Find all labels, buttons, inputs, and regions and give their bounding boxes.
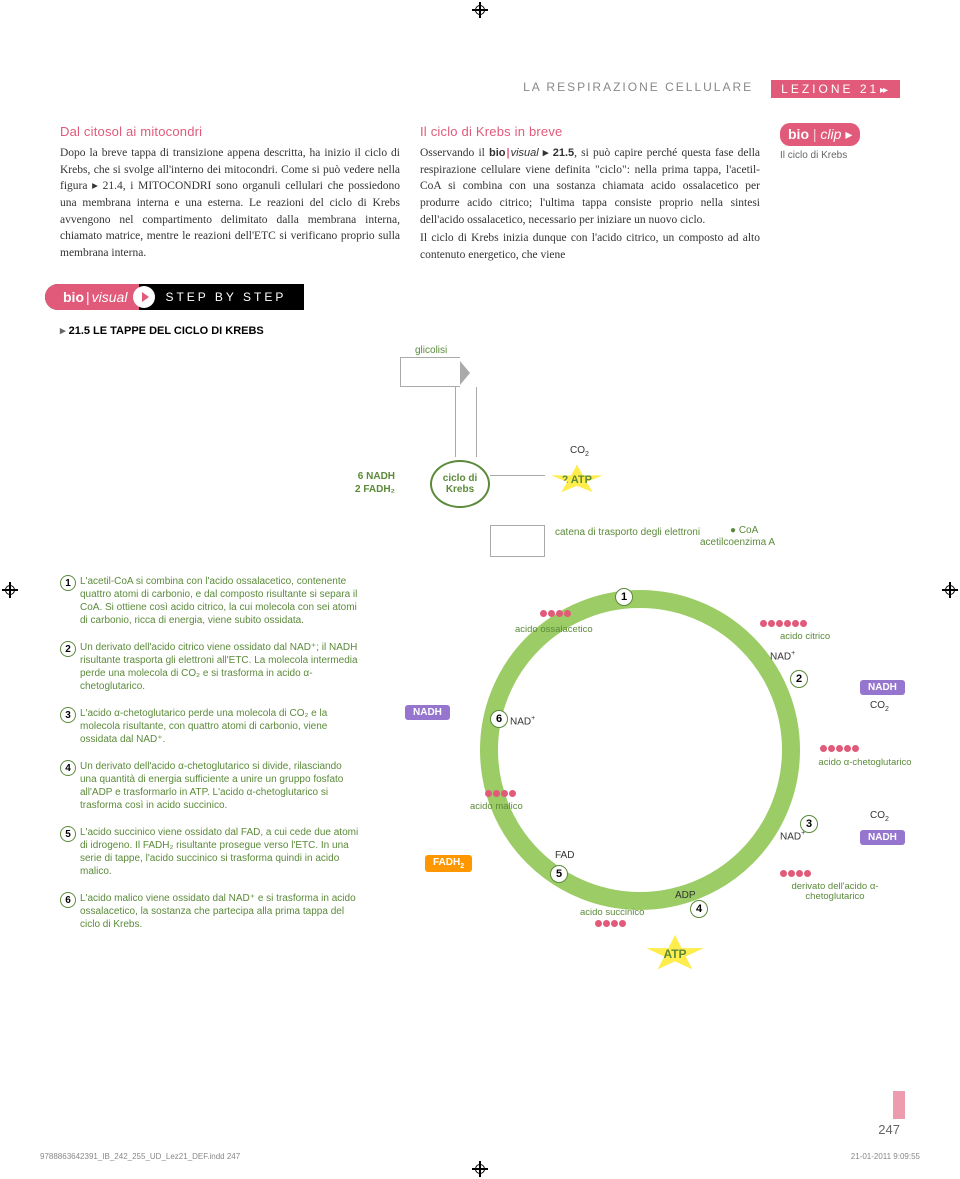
cycle-node-5: 5 <box>550 865 568 883</box>
bio-clip-caption: Il ciclo di Krebs <box>780 150 900 161</box>
col2-heading: Il ciclo di Krebs in breve <box>420 123 760 142</box>
adp-label: ADP <box>675 890 696 901</box>
mol-derivato <box>780 870 811 877</box>
step-num-6: 6 <box>60 892 76 908</box>
nad-3: NAD+ <box>780 830 805 842</box>
cycle-node-6: 6 <box>490 710 508 728</box>
column-2: Il ciclo di Krebs in breve Osservando il… <box>420 123 760 264</box>
co2-top: CO2 <box>570 445 589 458</box>
cycle-node-4: 4 <box>690 900 708 918</box>
label-succinico: acido succinico <box>580 908 644 918</box>
bio-clip-badge: bio | clip ▸ <box>780 123 860 146</box>
label-malico: acido malico <box>470 802 523 812</box>
glycolysis-arrow-icon <box>400 357 460 387</box>
sidebar: bio | clip ▸ Il ciclo di Krebs <box>780 123 900 264</box>
cycle-node-1: 1 <box>615 588 633 606</box>
krebs-diagram: glicolisi 6 NADH 2 FADH₂ ciclo di Krebs … <box>60 345 900 985</box>
chapter-title: LA RESPIRAZIONE CELLULARE <box>523 80 753 98</box>
step-text-6: L'acido malico viene ossidato dal NAD⁺ e… <box>80 893 356 930</box>
col1-body: Dopo la breve tappa di transizione appen… <box>60 145 400 262</box>
nad-left: NAD+ <box>510 715 535 727</box>
fadh-pill: FADH2 <box>425 855 472 872</box>
label-citrico: acido citrico <box>780 632 830 642</box>
cycle-ring-icon <box>480 590 800 910</box>
step-num-1: 1 <box>60 575 76 591</box>
col1-heading: Dal citosol ai mitocondri <box>60 123 400 142</box>
label-acheto: acido α-chetoglutarico <box>810 758 920 768</box>
etc-box-icon <box>490 525 545 557</box>
nadh-pill-left: NADH <box>405 705 450 720</box>
atp-star-big: ATP <box>645 935 705 973</box>
mol-citrico <box>760 620 807 627</box>
step-text-4: Un derivato dell'acido α-chetoglutarico … <box>80 761 343 811</box>
steps-list: 1L'acetil-CoA si combina con l'acido oss… <box>60 575 360 945</box>
etc-label: catena di trasporto degli elettroni <box>555 527 700 539</box>
cycle-node-2: 2 <box>790 670 808 688</box>
page-tab-icon <box>893 1091 905 1119</box>
ciclo-krebs-node: ciclo di Krebs <box>430 460 490 508</box>
lesson-tag: LEZIONE 21 <box>771 80 900 98</box>
mol-acheto <box>820 745 859 752</box>
step-text-1: L'acetil-CoA si combina con l'acido ossa… <box>80 576 357 626</box>
step-num-4: 4 <box>60 760 76 776</box>
atp-top: 2 ATP <box>550 465 604 495</box>
step-num-5: 5 <box>60 826 76 842</box>
sbs-label: STEP BY STEP <box>165 290 286 304</box>
nadh-pill-3: NADH <box>860 830 905 845</box>
play-icon <box>133 286 155 308</box>
footer-right: 21-01-2011 9:09:55 <box>851 1152 920 1161</box>
coa-label: ● CoA acetilcoenzima A <box>700 525 775 549</box>
figure-title: 21.5 LE TAPPE DEL CICLO DI KREBS <box>60 324 900 337</box>
step-num-3: 3 <box>60 707 76 723</box>
step-text-5: L'acido succinico viene ossidato dal FAD… <box>80 827 358 877</box>
step-text-3: L'acido α-chetoglutarico perde una molec… <box>80 708 327 745</box>
footer-left: 9788863642391_IB_242_255_UD_Lez21_DEF.in… <box>40 1152 240 1161</box>
label-derivato: derivato dell'acido α-chetoglutarico <box>780 882 890 903</box>
col2-body: Osservando il bio|visual ▸ 21.5, si può … <box>420 145 760 229</box>
co2-3: CO2 <box>870 810 889 823</box>
step-by-step-bar: bio|visual STEP BY STEP <box>45 284 304 310</box>
nadh-output: 6 NADH 2 FADH₂ <box>355 470 395 496</box>
co2-2: CO2 <box>870 700 889 713</box>
step-num-2: 2 <box>60 641 76 657</box>
krebs-cycle-ring: 1 2 3 4 5 6 acido ossalacetico acido cit… <box>440 570 880 970</box>
mol-malico <box>485 790 516 797</box>
mol-ossalacetico <box>540 610 571 617</box>
glycolysis-label: glicolisi <box>415 345 447 356</box>
col2-body2: Il ciclo di Krebs inizia dunque con l'ac… <box>420 230 760 263</box>
fad-label: FAD <box>555 850 574 861</box>
mol-succinico <box>595 920 626 927</box>
pipe-icon <box>455 387 477 457</box>
connector-icon <box>490 475 545 477</box>
nadh-pill-2: NADH <box>860 680 905 695</box>
label-ossalacetico: acido ossalacetico <box>515 625 593 635</box>
step-text-2: Un derivato dell'acido citrico viene oss… <box>80 642 358 692</box>
page-number: 247 <box>878 1122 900 1137</box>
nad-2: NAD+ <box>770 650 795 662</box>
column-1: Dal citosol ai mitocondri Dopo la breve … <box>60 123 400 264</box>
